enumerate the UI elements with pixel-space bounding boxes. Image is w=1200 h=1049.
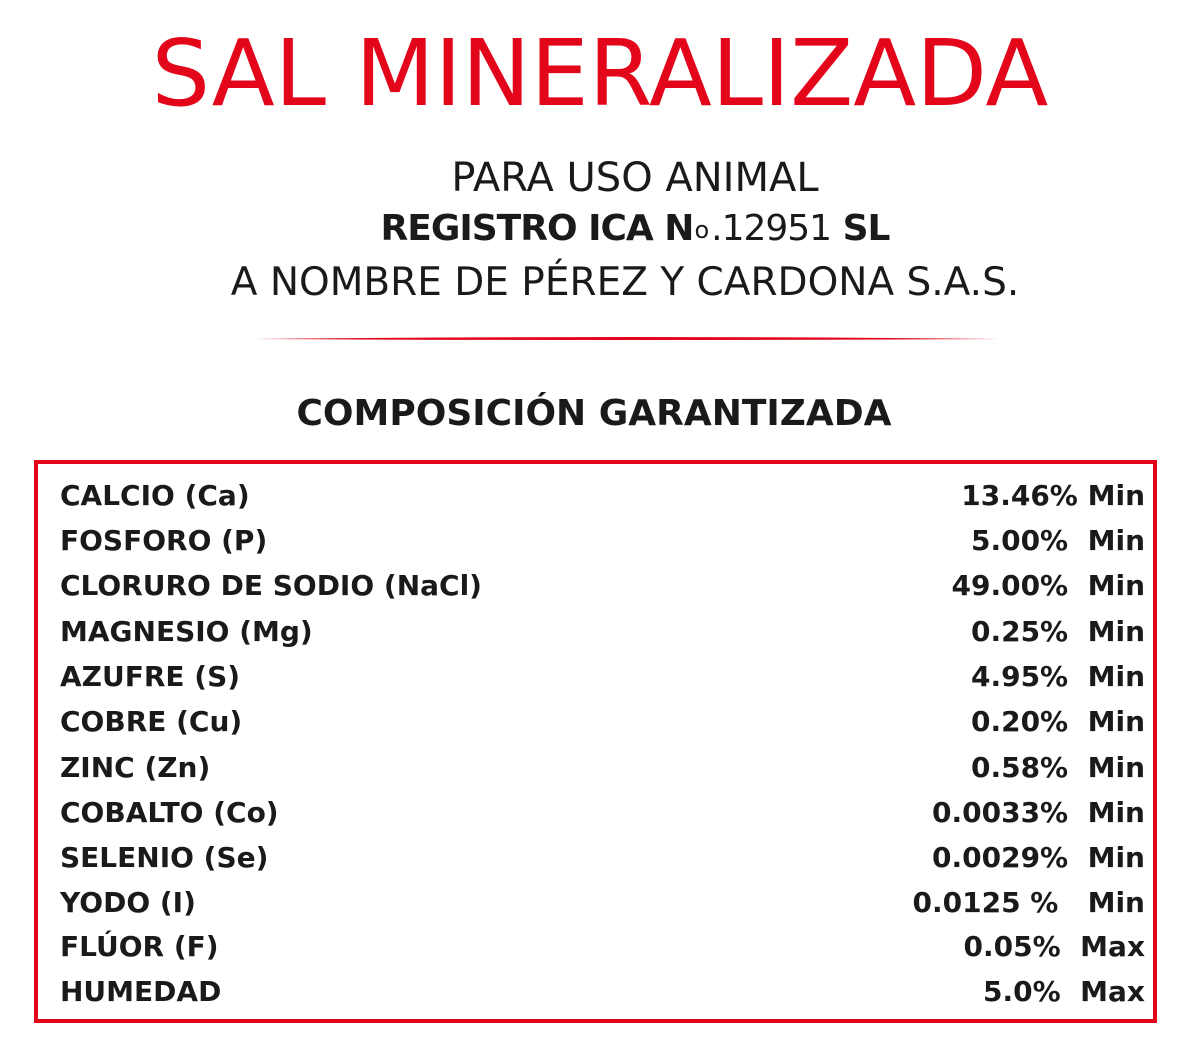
nutrient-name: ZINC (Zn) xyxy=(60,751,211,784)
nutrient-name: FLÚOR (F) xyxy=(60,930,219,963)
composition-heading: COMPOSICIÓN GARANTIZADA xyxy=(296,393,892,434)
composition-box xyxy=(34,460,1157,1023)
nutrient-name: COBALTO (Co) xyxy=(60,796,279,829)
composition-row-fluor: FLÚOR (F) 0.05% Max xyxy=(60,924,1145,969)
registration-line: REGISTRO ICA No.12951 SL xyxy=(0,203,1200,258)
composition-row-cobalto: COBALTO (Co) 0.0033% Min xyxy=(60,790,1145,835)
nutrient-value: 0.58% Min xyxy=(970,751,1145,784)
registration-number: .12951 xyxy=(711,208,832,249)
nutrient-value: 0.0125 % Min xyxy=(912,886,1146,919)
nutrient-name: FOSFORO (P) xyxy=(60,524,268,557)
nutrient-value: 49.00% Min xyxy=(951,569,1145,602)
nutrient-name: SELENIO (Se) xyxy=(60,841,269,874)
nutrient-name: COBRE (Cu) xyxy=(60,705,243,738)
owner-line: A NOMBRE DE PÉREZ Y CARDONA S.A.S. xyxy=(230,260,1020,305)
composition-row-magnesio: MAGNESIO (Mg) 0.25% Min xyxy=(60,609,1145,654)
usage-subtitle: PARA USO ANIMAL xyxy=(451,155,819,201)
nutrient-name: CLORURO DE SODIO (NaCl) xyxy=(60,569,482,602)
nutrient-name: AZUFRE (S) xyxy=(60,660,241,693)
nutrient-name: CALCIO (Ca) xyxy=(60,479,250,512)
composition-row-cloruro-de-sodio: CLORURO DE SODIO (NaCl) 49.00% Min xyxy=(60,563,1145,608)
nutrient-name: HUMEDAD xyxy=(60,975,222,1008)
nutrient-value: 0.05% Max xyxy=(963,930,1145,963)
nutrient-value: 5.00% Min xyxy=(970,524,1145,557)
composition-row-humedad: HUMEDAD 5.0% Max xyxy=(60,969,1145,1014)
nutrient-value: 0.20% Min xyxy=(970,705,1145,738)
nutrient-name: MAGNESIO (Mg) xyxy=(60,615,313,648)
nutrient-name: YODO (I) xyxy=(60,886,196,919)
nutrient-value: 5.0% Max xyxy=(983,975,1145,1008)
composition-row-fosforo: FOSFORO (P) 5.00% Min xyxy=(60,518,1145,563)
nutrient-value: 4.95% Min xyxy=(970,660,1145,693)
nutrient-value: 13.46% Min xyxy=(961,479,1145,512)
composition-row-zinc: ZINC (Zn) 0.58% Min xyxy=(60,745,1145,790)
nutrient-value: 0.0029% Min xyxy=(932,841,1145,874)
product-title: SAL MINERALIZADA xyxy=(151,20,1049,127)
red-divider xyxy=(255,337,1000,340)
composition-row-calcio: CALCIO (Ca) 13.46% Min xyxy=(60,473,1145,518)
registration-label: REGISTRO ICA N xyxy=(380,208,695,249)
registration-number-abbrev: o xyxy=(694,216,709,244)
nutrient-value: 0.0033% Min xyxy=(932,796,1145,829)
registration-suffix: SL xyxy=(831,208,891,249)
composition-row-cobre: COBRE (Cu) 0.20% Min xyxy=(60,699,1145,744)
composition-row-azufre: AZUFRE (S) 4.95% Min xyxy=(60,654,1145,699)
nutrient-value: 0.25% Min xyxy=(970,615,1145,648)
composition-row-selenio: SELENIO (Se) 0.0029% Min xyxy=(60,835,1145,880)
composition-row-yodo: YODO (I) 0.0125 % Min xyxy=(60,880,1145,925)
